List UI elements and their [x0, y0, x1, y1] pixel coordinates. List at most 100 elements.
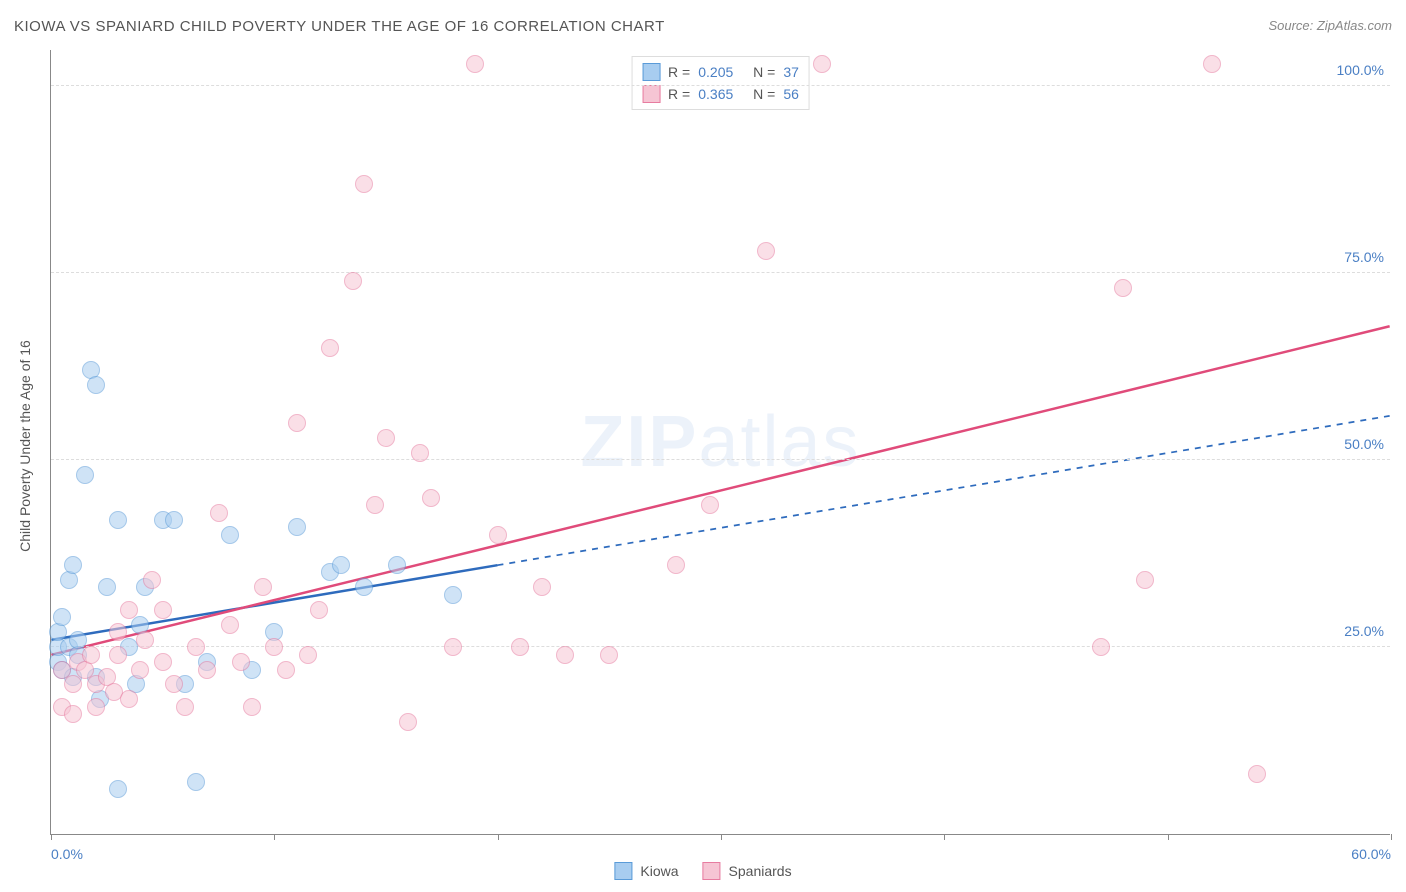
data-point: [466, 55, 484, 73]
source-attribution: Source: ZipAtlas.com: [1268, 18, 1392, 33]
data-point: [64, 705, 82, 723]
data-point: [210, 504, 228, 522]
data-point: [299, 646, 317, 664]
x-tick: [51, 834, 52, 840]
data-point: [344, 272, 362, 290]
series-legend: Kiowa Spaniards: [614, 862, 791, 880]
r-label: R =: [668, 86, 690, 102]
watermark-bold: ZIP: [580, 402, 698, 482]
n-value-spaniards: 56: [783, 86, 799, 102]
data-point: [109, 511, 127, 529]
data-point: [310, 601, 328, 619]
r-value-spaniards: 0.365: [698, 86, 733, 102]
x-tick: [944, 834, 945, 840]
legend-label-kiowa: Kiowa: [640, 863, 678, 879]
swatch-spaniards: [703, 862, 721, 880]
data-point: [243, 698, 261, 716]
data-point: [120, 690, 138, 708]
data-point: [399, 713, 417, 731]
data-point: [422, 489, 440, 507]
y-tick-label: 25.0%: [1344, 623, 1392, 639]
data-point: [143, 571, 161, 589]
x-tick: [721, 834, 722, 840]
gridline: [51, 459, 1390, 460]
x-tick: [1391, 834, 1392, 840]
data-point: [388, 556, 406, 574]
data-point: [533, 578, 551, 596]
r-label: R =: [668, 64, 690, 80]
data-point: [444, 586, 462, 604]
data-point: [165, 675, 183, 693]
swatch-kiowa: [614, 862, 632, 880]
data-point: [813, 55, 831, 73]
data-point: [377, 429, 395, 447]
data-point: [288, 518, 306, 536]
n-value-kiowa: 37: [783, 64, 799, 80]
data-point: [366, 496, 384, 514]
legend-label-spaniards: Spaniards: [729, 863, 792, 879]
data-point: [136, 631, 154, 649]
y-axis-label: Child Poverty Under the Age of 16: [17, 340, 33, 552]
data-point: [82, 646, 100, 664]
data-point: [232, 653, 250, 671]
data-point: [332, 556, 350, 574]
gridline: [51, 646, 1390, 647]
data-point: [1248, 765, 1266, 783]
data-point: [444, 638, 462, 656]
chart-container: KIOWA VS SPANIARD CHILD POVERTY UNDER TH…: [0, 0, 1406, 892]
data-point: [154, 653, 172, 671]
data-point: [64, 675, 82, 693]
data-point: [69, 631, 87, 649]
gridline: [51, 85, 1390, 86]
n-label: N =: [753, 86, 775, 102]
swatch-spaniards: [642, 85, 660, 103]
data-point: [667, 556, 685, 574]
data-point: [198, 661, 216, 679]
trend-lines: [51, 50, 1390, 834]
data-point: [120, 601, 138, 619]
data-point: [600, 646, 618, 664]
data-point: [53, 608, 71, 626]
data-point: [321, 339, 339, 357]
data-point: [221, 616, 239, 634]
x-tick-label: 0.0%: [51, 846, 83, 862]
data-point: [757, 242, 775, 260]
data-point: [277, 661, 295, 679]
data-point: [701, 496, 719, 514]
data-point: [221, 526, 239, 544]
correlation-legend: R = 0.205 N = 37 R = 0.365 N = 56: [631, 56, 810, 110]
corr-row-kiowa: R = 0.205 N = 37: [642, 61, 799, 83]
data-point: [187, 638, 205, 656]
x-tick-label: 60.0%: [1351, 846, 1391, 862]
x-tick: [1168, 834, 1169, 840]
data-point: [87, 376, 105, 394]
y-tick-label: 75.0%: [1344, 249, 1392, 265]
chart-title: KIOWA VS SPANIARD CHILD POVERTY UNDER TH…: [14, 18, 665, 35]
gridline: [51, 272, 1390, 273]
data-point: [1092, 638, 1110, 656]
data-point: [154, 601, 172, 619]
data-point: [87, 698, 105, 716]
y-tick-label: 100.0%: [1337, 62, 1392, 78]
data-point: [489, 526, 507, 544]
data-point: [254, 578, 272, 596]
data-point: [288, 414, 306, 432]
legend-item-spaniards: Spaniards: [703, 862, 792, 880]
watermark: ZIPatlas: [580, 401, 860, 483]
plot-area: ZIPatlas R = 0.205 N = 37 R = 0.365 N = …: [50, 50, 1390, 835]
data-point: [355, 578, 373, 596]
data-point: [165, 511, 183, 529]
x-tick: [498, 834, 499, 840]
data-point: [131, 661, 149, 679]
data-point: [1136, 571, 1154, 589]
data-point: [98, 578, 116, 596]
r-value-kiowa: 0.205: [698, 64, 733, 80]
legend-item-kiowa: Kiowa: [614, 862, 678, 880]
data-point: [1203, 55, 1221, 73]
data-point: [511, 638, 529, 656]
x-tick: [274, 834, 275, 840]
data-point: [355, 175, 373, 193]
data-point: [1114, 279, 1132, 297]
data-point: [109, 780, 127, 798]
data-point: [109, 646, 127, 664]
